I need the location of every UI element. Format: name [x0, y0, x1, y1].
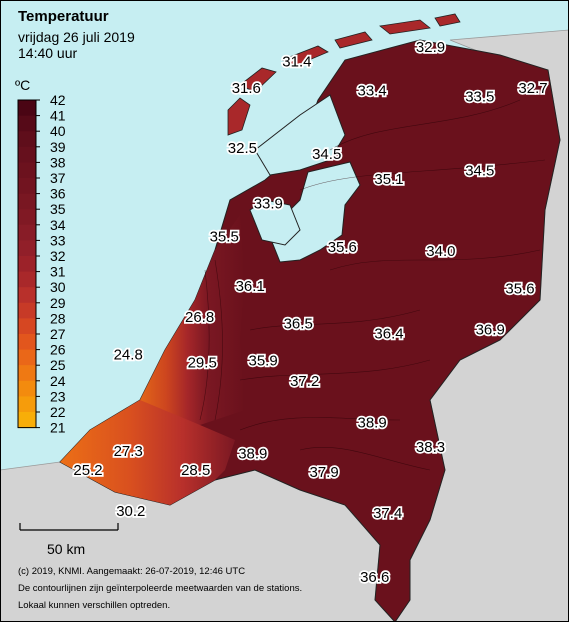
colorbar-tick-label: 29	[50, 295, 66, 311]
station-temperature-label: 33.9	[254, 196, 283, 213]
colorbar-segment	[18, 131, 36, 148]
footer-note-1: De contourlijnen zijn geïnterpoleerde me…	[18, 583, 303, 594]
wadden-islands	[227, 13, 461, 136]
colorbar-segment	[18, 162, 36, 179]
station-temperature-label: 31.6	[232, 80, 261, 97]
station-temperature-label: 33.4	[357, 82, 386, 99]
contour-lines	[199, 99, 546, 471]
colorbar-tick-label: 31	[50, 264, 66, 280]
colorbar-tick-label: 30	[50, 279, 66, 295]
colorbar-tick-label: 37	[50, 170, 66, 186]
colorbar-tick-label: 39	[50, 139, 66, 155]
colorbar-segment	[18, 178, 36, 195]
zeeland-gradient	[60, 400, 235, 505]
colorbar-tick-label: 27	[50, 326, 66, 342]
station-temperature-label: 38.3	[416, 439, 445, 456]
station-temperature-label: 35.6	[505, 280, 534, 297]
station-temperature-label: 35.1	[374, 171, 403, 188]
station-temperature-label: 34.0	[426, 243, 455, 260]
colorbar-tick-label: 32	[50, 248, 66, 264]
station-temperature-label: 29.5	[188, 354, 217, 371]
station-temperature-label: 38.9	[357, 414, 386, 431]
colorbar-tick-label: 21	[50, 420, 66, 436]
station-temperature-label: 31.4	[282, 53, 311, 70]
map-title: Temperatuur	[18, 8, 109, 25]
legend-unit: ºC	[15, 77, 31, 93]
colorbar-segment	[18, 380, 36, 397]
colorbar-tick-label: 34	[50, 217, 66, 233]
station-temperature-label: 32.9	[416, 39, 445, 56]
station-labels: 31.4 32.9 31.6 33.4 33.5 32.7 32.5 34.5 35.1 34.5…	[72, 37, 550, 588]
station-temperature-label: 26.8	[185, 309, 214, 326]
station-temperature-label: 32.7	[518, 80, 547, 97]
station-temperature-label: 35.9	[248, 352, 277, 369]
wadden-sea	[254, 94, 346, 176]
colorbar-segment	[18, 271, 36, 288]
station-temperature-label: 24.8	[114, 346, 143, 363]
station-temperature-label: 35.6	[328, 239, 357, 256]
colorbar-tick-label: 35	[50, 201, 66, 217]
station-temperature-label: 37.2	[290, 373, 319, 390]
station-temperature-label: 36.6	[360, 569, 389, 586]
station-temperature-label: 36.1	[236, 278, 265, 295]
colorbar: 4241403938373635343332313029282726252423…	[17, 92, 66, 436]
colorbar-segment	[18, 302, 36, 319]
colorbar-tick-label: 38	[50, 154, 66, 170]
colorbar-segment	[18, 287, 36, 304]
colorbar-tick-label: 24	[50, 373, 66, 389]
colorbar-segment	[18, 349, 36, 366]
colorbar-tick-label: 42	[50, 92, 66, 108]
colorbar-segment	[18, 193, 36, 210]
station-temperature-label: 38.9	[238, 445, 267, 462]
station-temperature-label: 32.5	[228, 140, 257, 157]
station-temperature-label: 28.5	[181, 462, 210, 479]
colorbar-tick-label: 26	[50, 342, 66, 358]
colorbar-segment	[18, 209, 36, 226]
colorbar-tick-label: 25	[50, 357, 66, 373]
footer-copyright: (c) 2019, KNMI. Aangemaakt: 26-07-2019, …	[18, 566, 246, 577]
scale-bar	[19, 523, 119, 531]
station-temperature-label: 36.5	[284, 315, 313, 332]
station-temperature-label: 33.5	[465, 88, 494, 105]
colorbar-segment	[18, 224, 36, 241]
station-temperature-label: 34.5	[465, 163, 494, 180]
station-temperature-label: 36.9	[476, 321, 505, 338]
colorbar-tick-label: 28	[50, 310, 66, 326]
station-temperature-label: 37.4	[373, 505, 402, 522]
map-time: 14:40 uur	[18, 45, 78, 61]
colorbar-segment	[18, 240, 36, 257]
colorbar-tick-label: 41	[50, 108, 66, 124]
station-temperature-label: 25.2	[73, 462, 102, 479]
markermeer	[249, 199, 301, 246]
colorbar-tick-label: 33	[50, 232, 66, 248]
west-coast-gradient	[140, 215, 245, 425]
station-temperature-label: 37.9	[309, 464, 338, 481]
colorbar-outline	[17, 99, 37, 429]
colorbar-segment	[18, 318, 36, 335]
station-temperature-label: 36.4	[374, 326, 403, 343]
station-temperature-label: 27.3	[114, 443, 143, 460]
colorbar-segment	[18, 115, 36, 132]
colorbar-segment	[18, 146, 36, 163]
station-temperature-label: 35.5	[210, 229, 239, 246]
colorbar-tick-label: 22	[50, 404, 66, 420]
station-temperature-label: 34.5	[312, 146, 341, 163]
scale-bar-label: 50 km	[47, 541, 86, 557]
colorbar-tick-label: 23	[50, 388, 66, 404]
colorbar-segment	[18, 396, 36, 413]
colorbar-tick-label: 36	[50, 186, 66, 202]
station-temperature-label: 30.2	[116, 503, 145, 520]
colorbar-segment	[18, 334, 36, 351]
colorbar-segment	[18, 412, 36, 429]
footer-note-2: Lokaal kunnen verschillen optreden.	[18, 600, 171, 611]
colorbar-segment	[18, 256, 36, 273]
colorbar-tick-label: 40	[50, 123, 66, 139]
colorbar-segment	[18, 100, 36, 117]
map-date: vrijdag 26 juli 2019	[18, 29, 135, 45]
colorbar-segment	[18, 365, 36, 382]
